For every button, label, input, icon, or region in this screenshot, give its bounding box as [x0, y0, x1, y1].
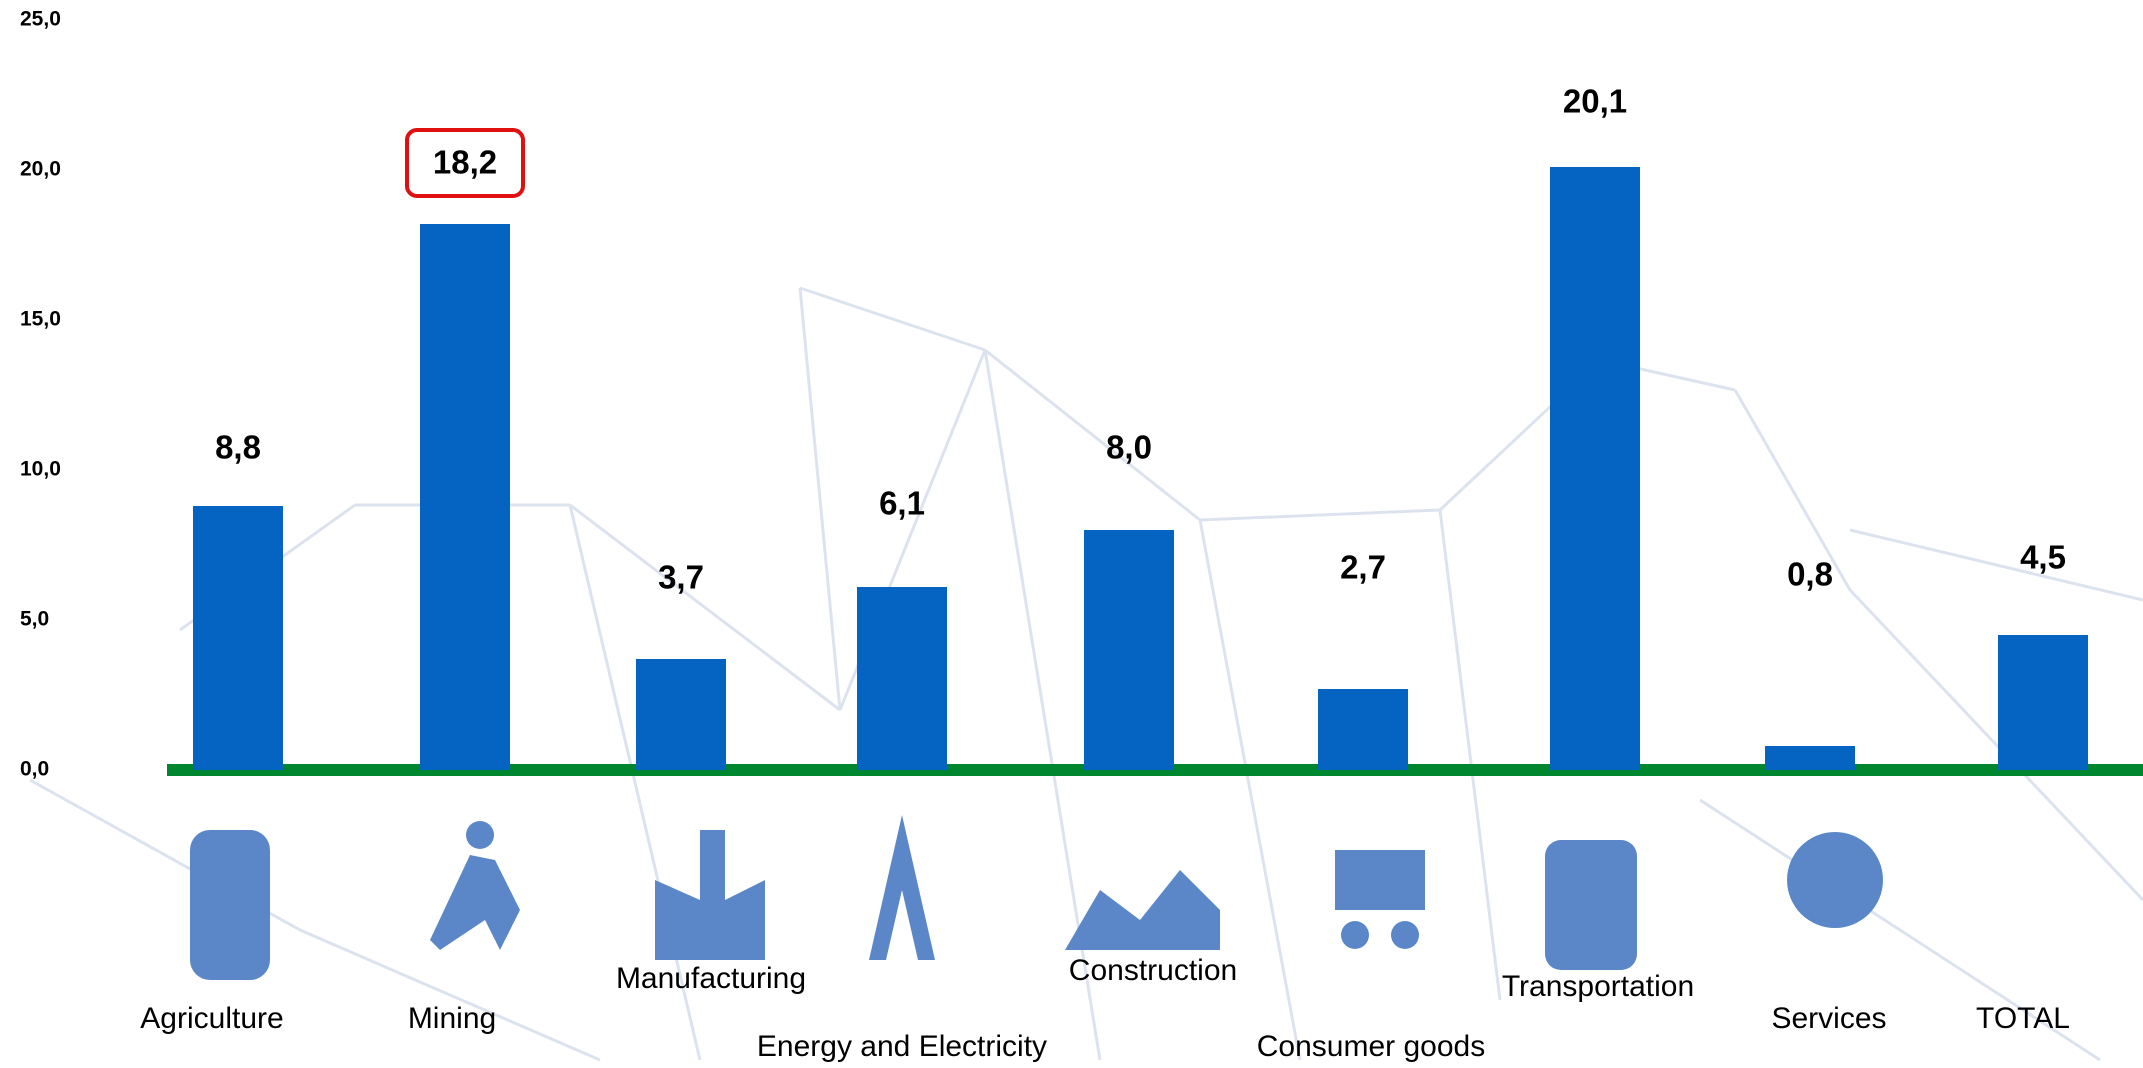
agriculture-icon — [190, 830, 270, 980]
x-tick-label: Transportation — [1502, 970, 1694, 1003]
mining-icon — [466, 821, 494, 849]
bar — [1765, 746, 1855, 770]
energy-icon — [869, 815, 935, 960]
x-tick-label: TOTAL — [1976, 1002, 2070, 1035]
mining-icon-body — [430, 855, 520, 950]
x-tick-label: Mining — [408, 1002, 496, 1035]
cart-wheel — [1391, 921, 1419, 949]
value-label: 6,1 — [879, 485, 925, 522]
y-tick-label: 25,0 — [20, 8, 61, 31]
y-tick-label: 15,0 — [20, 308, 61, 331]
value-label: 8,8 — [215, 429, 261, 466]
cart-wheel — [1341, 921, 1369, 949]
y-tick-label: 5,0 — [20, 608, 49, 631]
construction-icon — [1065, 870, 1220, 950]
value-label: 8,0 — [1106, 429, 1152, 466]
consumer-goods-icon — [1335, 850, 1425, 910]
background-pattern — [29, 286, 2143, 1062]
x-tick-label: Manufacturing — [616, 962, 806, 995]
bar — [420, 224, 510, 770]
sector-icons — [190, 815, 1883, 980]
y-tick-label: 0,0 — [20, 758, 49, 781]
highlight-box — [405, 128, 525, 198]
manufacturing-icon — [655, 830, 765, 960]
value-label: 4,5 — [2020, 539, 2066, 576]
bar — [1084, 530, 1174, 770]
bar — [1550, 167, 1640, 770]
x-tick-label: Energy and Electricity — [757, 1030, 1047, 1063]
x-tick-label: Services — [1771, 1002, 1886, 1035]
value-label: 2,7 — [1340, 549, 1386, 586]
y-tick-label: 20,0 — [20, 158, 61, 181]
bar — [636, 659, 726, 770]
bar — [1318, 689, 1408, 770]
bar — [857, 587, 947, 770]
x-tick-label: Construction — [1069, 954, 1237, 987]
value-label: 0,8 — [1787, 556, 1833, 593]
y-tick-label: 10,0 — [20, 458, 61, 481]
value-label: 20,1 — [1563, 83, 1627, 120]
bar — [1998, 635, 2088, 770]
value-label: 3,7 — [658, 559, 704, 596]
x-tick-label: Agriculture — [140, 1002, 283, 1035]
transportation-icon — [1545, 840, 1637, 970]
value-label: 18,2 — [433, 144, 497, 181]
bar — [193, 506, 283, 770]
services-icon — [1787, 832, 1883, 928]
x-tick-label: Consumer goods — [1257, 1030, 1485, 1063]
